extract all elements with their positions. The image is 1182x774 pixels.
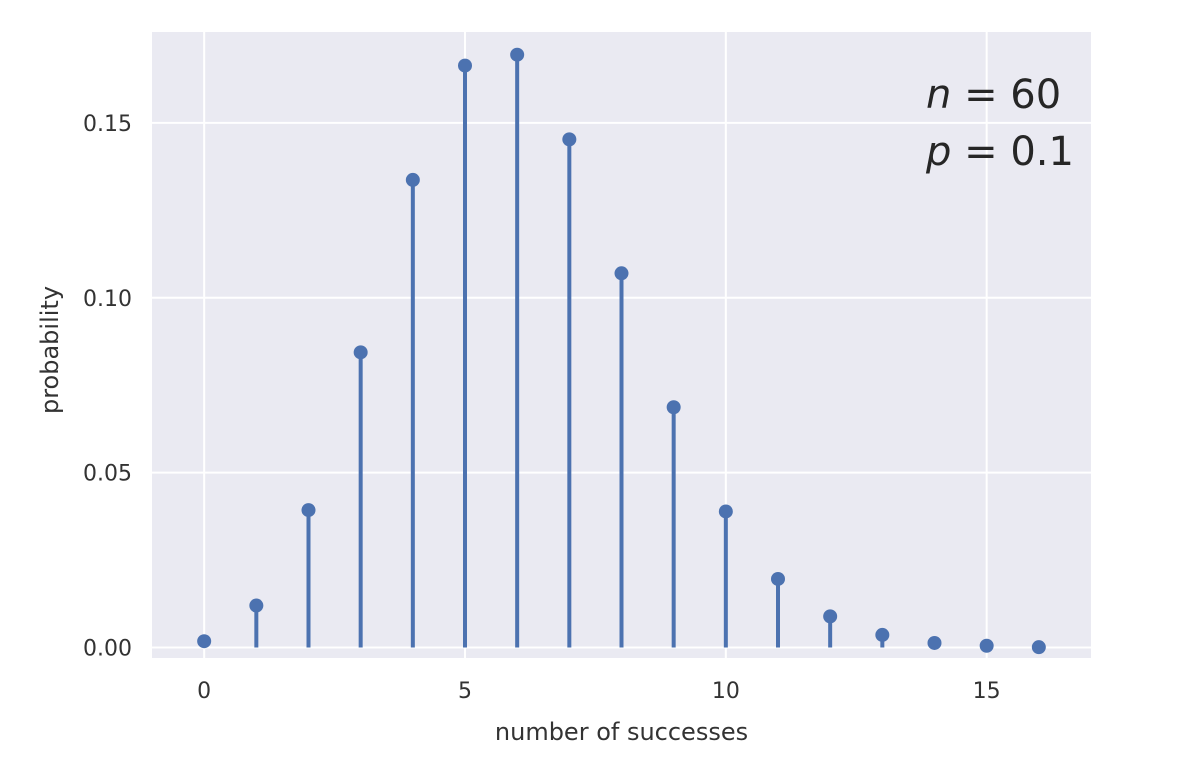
- stem-marker-1: [249, 598, 264, 613]
- stem-marker-6: [510, 47, 525, 62]
- stem-marker-4: [405, 172, 420, 187]
- annotation-p-value: = 0.1: [951, 129, 1074, 175]
- y-axis-ticks: 0.00 0.05 0.10 0.15: [83, 112, 132, 662]
- annotation-p: p = 0.1: [925, 129, 1074, 175]
- stem-marker-7: [562, 132, 577, 147]
- annotation-p-var: p: [925, 129, 951, 175]
- stem-marker-14: [927, 635, 942, 650]
- stem-marker-10: [718, 504, 733, 519]
- stem-marker-2: [301, 503, 316, 518]
- x-tick-label-0: 0: [197, 679, 211, 704]
- stem-marker-13: [875, 627, 890, 642]
- annotation-n: n = 60: [926, 72, 1061, 118]
- x-tick-label-3: 15: [973, 679, 1001, 704]
- stem-marker-8: [614, 266, 629, 281]
- x-tick-label-2: 10: [712, 679, 740, 704]
- stem-marker-5: [458, 58, 472, 73]
- annotation-n-var: n: [926, 72, 951, 118]
- y-tick-label-3: 0.15: [83, 112, 132, 137]
- stem-marker-15: [979, 638, 994, 653]
- y-axis-label: probability: [36, 286, 64, 414]
- stem-marker-11: [771, 571, 785, 586]
- stem-marker-12: [823, 609, 838, 624]
- stem-marker-3: [353, 345, 368, 360]
- x-axis-ticks: 0 5 10 15: [197, 679, 1001, 704]
- x-tick-label-1: 5: [458, 679, 472, 704]
- y-tick-label-2: 0.10: [83, 287, 132, 312]
- y-tick-label-1: 0.05: [83, 462, 132, 487]
- stems: [197, 47, 1046, 655]
- annotation-n-value: = 60: [951, 72, 1061, 118]
- stem-marker-9: [666, 400, 681, 415]
- stem-marker-16: [1031, 640, 1046, 655]
- y-tick-label-0: 0.00: [83, 637, 132, 662]
- stem-marker-0: [197, 634, 212, 649]
- x-axis-label: number of successes: [495, 718, 748, 746]
